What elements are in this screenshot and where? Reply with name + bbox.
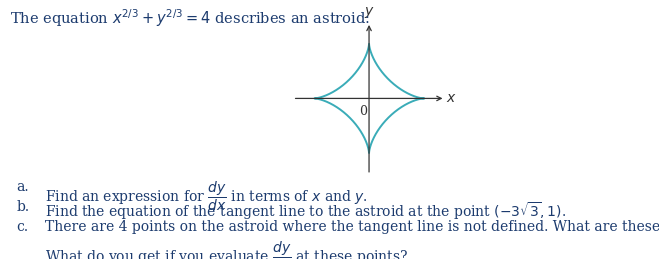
Text: 0: 0 [360, 105, 368, 118]
Text: What do you get if you evaluate $\dfrac{dy}{dx}$ at these points?: What do you get if you evaluate $\dfrac{… [45, 240, 408, 259]
Text: Find an expression for $\dfrac{dy}{dx}$ in terms of $x$ and $y$.: Find an expression for $\dfrac{dy}{dx}$ … [45, 180, 368, 213]
Text: $y$: $y$ [364, 5, 374, 20]
Text: There are 4 points on the astroid where the tangent line is not defined. What ar: There are 4 points on the astroid where … [45, 220, 659, 234]
Text: b.: b. [16, 200, 30, 214]
Text: $x$: $x$ [447, 91, 457, 105]
Text: The equation $x^{2/3} + y^{2/3} = 4$ describes an astroid:: The equation $x^{2/3} + y^{2/3} = 4$ des… [10, 8, 370, 30]
Text: c.: c. [16, 220, 28, 234]
Text: a.: a. [16, 180, 29, 194]
Text: Find the equation of the tangent line to the astroid at the point $(-3\sqrt{3}, : Find the equation of the tangent line to… [45, 200, 566, 222]
